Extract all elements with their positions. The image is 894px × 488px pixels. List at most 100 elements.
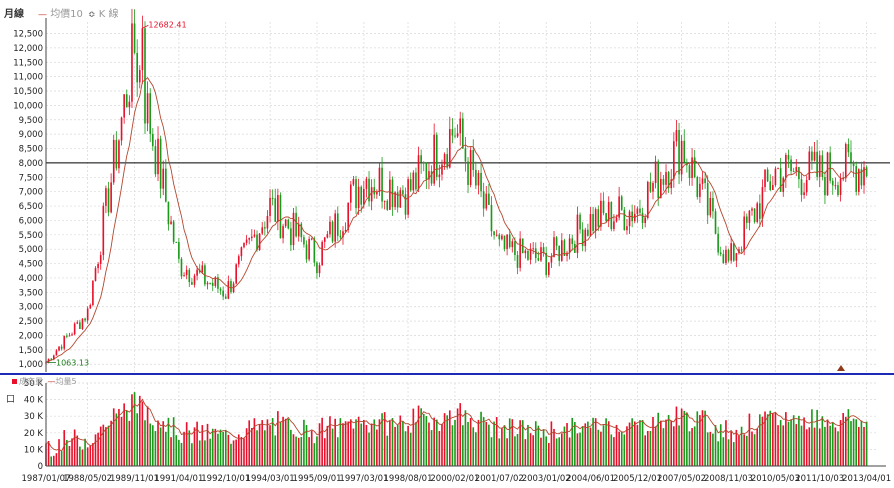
x-tick-label: 1991/04/01 [154, 474, 203, 484]
volume-bar [581, 426, 584, 466]
volume-bar [464, 410, 467, 466]
candle-body [107, 188, 110, 213]
candle-body [349, 184, 352, 203]
volume-bar [188, 430, 191, 466]
volume-bar [318, 423, 321, 466]
volume-tick-label: 50 K [24, 379, 44, 389]
volume-bar [529, 433, 532, 466]
candle-body [224, 296, 227, 299]
volume-bar [785, 412, 787, 466]
candle-body [253, 234, 256, 237]
candle-body [433, 134, 435, 184]
volume-bar [60, 451, 63, 466]
candle-body [310, 238, 313, 240]
candle-body [662, 178, 665, 185]
volume-bar [534, 421, 537, 466]
candle-body [790, 159, 792, 172]
candle-body [821, 155, 824, 178]
candle-body [404, 194, 407, 215]
candle-body [774, 168, 777, 186]
candle-body [506, 234, 508, 249]
candle-body [660, 178, 662, 199]
volume-bar [310, 430, 313, 466]
candle-body [326, 234, 329, 238]
volume-bar [279, 421, 282, 466]
candle-body [511, 241, 514, 248]
volume-bar [378, 419, 381, 466]
candle-body [699, 183, 701, 197]
volume-bar [837, 431, 839, 466]
volume-bar [357, 416, 360, 466]
volume-bar [594, 418, 597, 466]
volume-bar [214, 428, 217, 466]
candle-body [785, 154, 787, 178]
candle-body [297, 223, 300, 237]
x-tick-label: 2003/01/02 [522, 474, 571, 484]
x-tick-label: 1992/10/01 [201, 474, 250, 484]
volume-bar [589, 427, 592, 466]
volume-bar [803, 417, 805, 466]
volume-bar [772, 413, 774, 466]
volume-bar [839, 420, 842, 466]
candle-body [303, 237, 305, 245]
legend-ma-label: 均價10 [50, 9, 83, 20]
candle-body [628, 211, 631, 227]
candle-body [274, 198, 277, 222]
volume-bar [300, 436, 303, 466]
candle-body [237, 256, 240, 265]
candle-body [128, 101, 131, 108]
volume-bar [443, 413, 446, 466]
candle-body [860, 169, 863, 186]
candle-body [475, 169, 477, 186]
volume-square-icon [12, 379, 17, 384]
candle-body [581, 229, 584, 247]
candle-body [365, 178, 368, 189]
candle-body [336, 213, 339, 236]
volume-bar [425, 416, 428, 466]
volume-bar [336, 437, 339, 466]
candle-body [102, 205, 105, 256]
candle-body [266, 215, 269, 229]
legend-kline[interactable]: ≎ K 線 [88, 9, 118, 21]
volume-bar [240, 437, 243, 466]
volume-bar [73, 429, 76, 466]
volume-bar [230, 443, 232, 466]
volume-bar [237, 434, 240, 466]
candle-body [151, 133, 154, 147]
volume-bar [193, 427, 196, 466]
volume-bar [626, 426, 628, 466]
volume-bar [125, 410, 128, 466]
volume-bar [227, 434, 230, 466]
volume-bar [415, 422, 417, 466]
volume-bar [477, 419, 480, 466]
candle-body [206, 282, 209, 285]
volume-bar [407, 425, 409, 466]
volume-bar [370, 423, 373, 466]
candle-body [787, 154, 790, 160]
candle-body [620, 196, 623, 210]
volume-bar [735, 429, 738, 466]
candle-body [282, 226, 284, 239]
volume-bar [696, 411, 699, 466]
legend-ma[interactable]: — 均價10 [38, 9, 83, 21]
candle-body [329, 221, 331, 235]
volume-bar [688, 431, 691, 466]
grid [45, 22, 876, 467]
volume-bar [824, 426, 826, 466]
candle-body [863, 167, 865, 186]
volume-bar [774, 412, 777, 466]
volume-bar [185, 422, 188, 466]
candle-body [709, 198, 712, 216]
candle-body [571, 238, 574, 245]
candle-body [412, 172, 415, 191]
candle-body [157, 138, 159, 175]
volume-bar [654, 426, 657, 466]
candle-body [443, 154, 446, 165]
candle-body [396, 192, 399, 208]
candle-body [243, 242, 245, 248]
volume-bar [297, 437, 300, 466]
volume-bar [501, 427, 503, 466]
volume-bar [178, 439, 180, 466]
volume-bar [753, 434, 756, 466]
volume-bar [146, 406, 149, 466]
